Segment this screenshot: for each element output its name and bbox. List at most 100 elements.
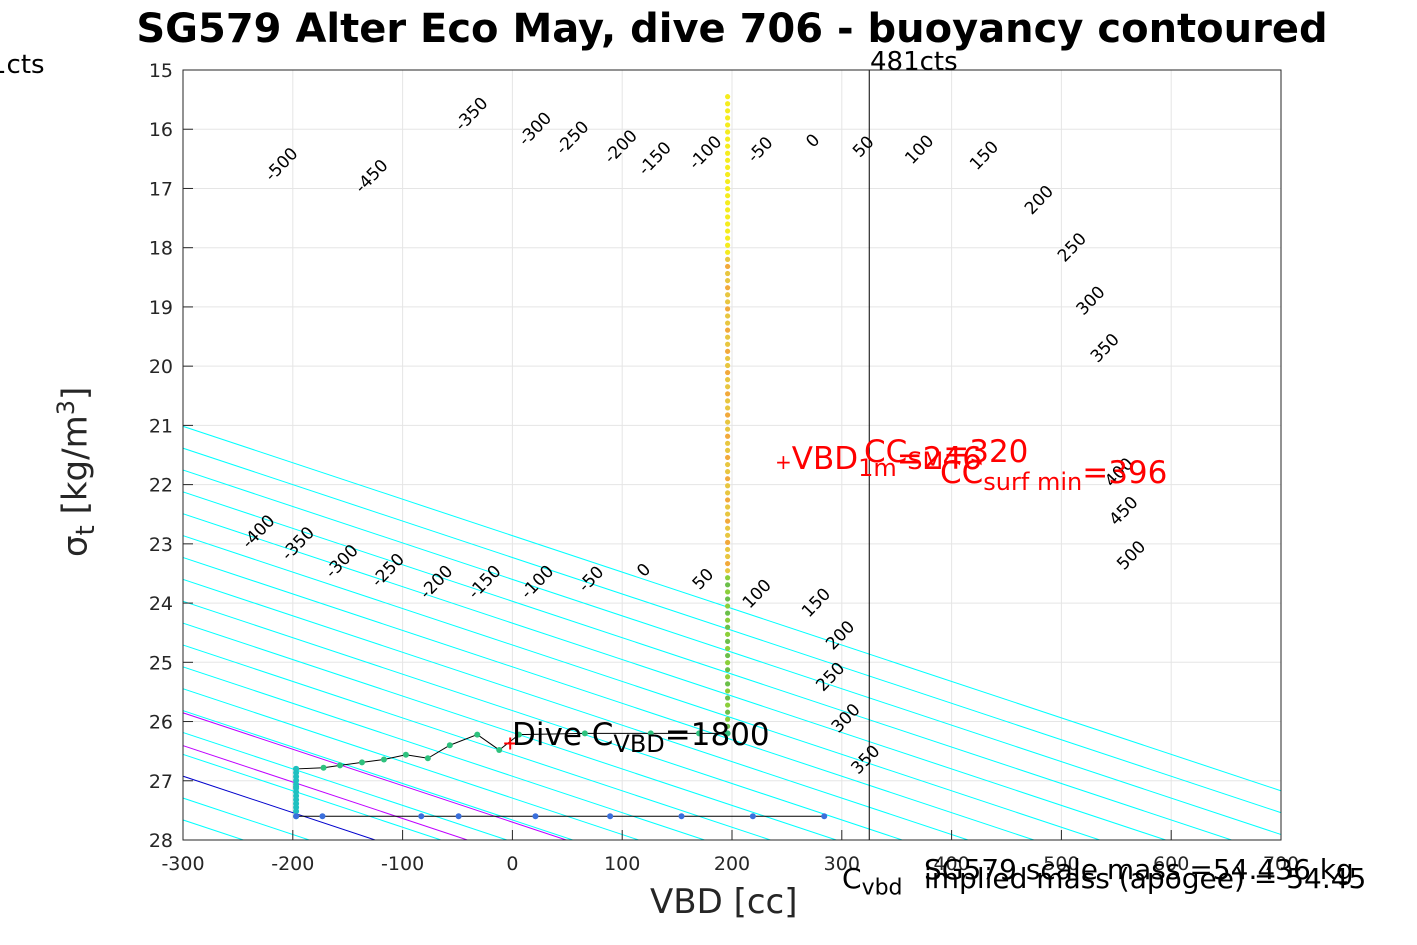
profile-point [725,214,731,220]
contour-label: -200 [416,562,457,604]
profile-point [725,171,731,178]
y-axis-label-sup: 3 [52,400,80,416]
dive-trace-point [337,762,344,769]
y-tick-label: 27 [149,771,173,793]
x-tick-label: 400 [933,853,969,875]
profile-point [725,433,731,439]
contour-label: 150 [966,137,1003,174]
contour-line [183,491,1232,840]
profile-point [725,702,731,708]
dive-trace-point [581,730,588,737]
contour-line [183,556,1035,840]
profile-point [725,313,731,319]
dive-trace-point [402,751,409,758]
profile-point [725,674,731,680]
contour-line [183,710,573,840]
contour-line [183,666,705,840]
contour-label: 300 [828,700,865,737]
profile-point [725,150,731,156]
profile-point [725,136,731,142]
dive-trace-point [446,742,453,749]
profile-point [725,681,731,687]
y-tick-label: 18 [149,238,173,260]
profile-point [725,638,731,645]
x-tick-label: -200 [271,853,314,875]
dive-trace-point [724,730,731,737]
profile-point [725,221,731,227]
contour-label: 300 [1073,282,1110,319]
cc-surf-sub: surf min [983,468,1083,497]
c-vbd-annotation: Cvbd [842,862,903,901]
contour-label: -500 [261,144,302,186]
profile-point [725,504,731,510]
profile-point [725,384,731,390]
y-axis-label: σt [kg/m3] [52,387,101,557]
profile-point [725,539,731,545]
dive-trace-point [696,730,703,737]
cc-sm-main: CC [864,434,908,470]
contour-label: 350 [847,741,884,778]
y-tick-label: 26 [149,712,173,734]
x-tick-label: 200 [714,853,750,875]
profile-point [725,186,731,192]
profile-point [725,582,731,588]
x-tick-label: -100 [381,853,424,875]
dive-trace-point [496,746,503,753]
profile-point [725,568,731,574]
dive-c-sub: VBD [613,730,665,759]
dive-c-main: Dive C [512,717,614,753]
contour-label: -50 [744,133,778,167]
contour-line [183,688,639,840]
profile-point [725,546,731,553]
cc-surf-annotation: CCsurf min=396 [940,455,1167,496]
y-axis-label-unit: [kg/m [55,415,96,515]
profile-point [725,108,731,114]
contour-line [183,513,1166,840]
scale-mass-annotation: SG579 scale mass =54.436 kg [924,853,1354,886]
x-tick-label: -300 [161,853,204,875]
profile-point [725,469,731,475]
implied-mass-annotation: implied mass (apogee) = 54.45 [924,862,1367,895]
x-tick-label: 0 [506,853,518,875]
contour-label: 350 [1087,330,1124,367]
profile-point [725,270,731,277]
profile-point [725,292,731,298]
profile-point [725,263,731,270]
profile-point [725,560,731,567]
profile-point [725,320,731,326]
contour-label: -250 [552,117,593,159]
profile-point [725,603,731,609]
profile-point [725,723,731,729]
profile-point [725,532,731,538]
contour-label: 250 [1054,229,1091,266]
y-tick-label: 16 [149,119,173,141]
profile-point [725,334,731,340]
contour-line [183,622,837,840]
c-vbd-main: C [842,862,862,895]
profile-point [725,228,731,234]
profile-point [725,589,731,595]
contour-label: 100 [739,576,776,613]
dive-trace-point [358,759,365,766]
profile-point [725,476,731,482]
profile-point [725,624,731,630]
climb-trace-point [293,813,300,820]
profile-point [725,490,731,496]
vbd-1m-plus: + [775,450,792,474]
climb-trace-point [678,813,685,820]
profile-point [725,575,731,581]
profile-point [725,122,731,128]
profile-point [725,341,731,347]
profile-point [725,377,731,383]
x-tick-label: 500 [1043,853,1079,875]
chart-title: SG579 Alter Eco May, dive 706 - buoyancy… [136,6,1328,52]
y-tick-label: 19 [149,297,173,319]
dive-trace-point [424,755,431,762]
profile-point [725,178,731,185]
contour-line [183,469,1281,836]
y-tick-label: 28 [149,830,173,852]
climb-trace-point [749,813,756,820]
y-tick-label: 23 [149,534,173,556]
profile-point [725,362,731,369]
